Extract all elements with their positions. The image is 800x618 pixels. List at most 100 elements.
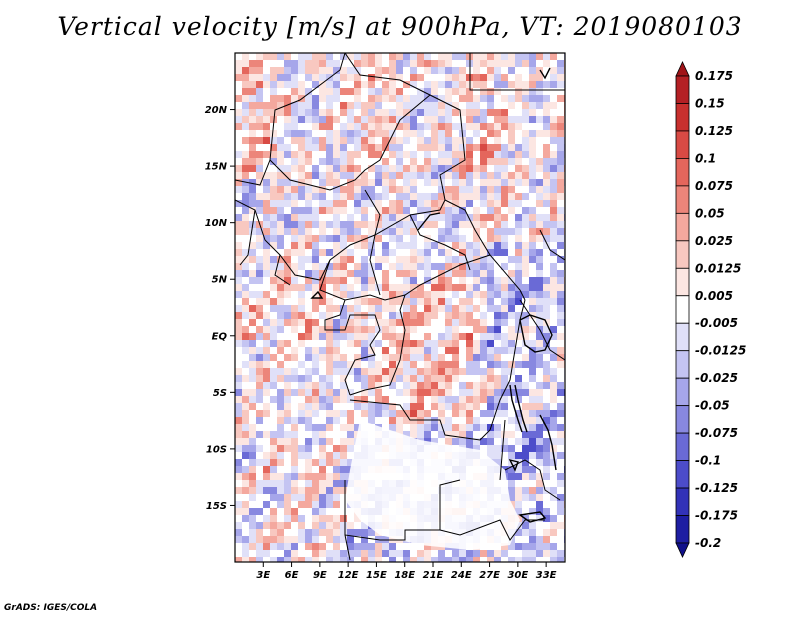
- field-cell: [291, 431, 298, 438]
- field-cell: [480, 368, 487, 375]
- field-cell: [487, 557, 494, 562]
- border-line: [374, 199, 446, 236]
- field-cell: [417, 74, 424, 81]
- field-cell: [557, 116, 564, 123]
- field-cell: [473, 165, 480, 172]
- field-cell: [256, 277, 263, 284]
- field-cell: [459, 179, 466, 186]
- field-cell: [249, 74, 256, 81]
- field-cell: [536, 536, 543, 543]
- field-cell: [529, 67, 536, 74]
- field-cell: [305, 186, 312, 193]
- field-cell: [347, 256, 354, 263]
- field-cell: [403, 319, 410, 326]
- field-cell: [256, 431, 263, 438]
- field-cell: [410, 326, 417, 333]
- field-cell: [438, 130, 445, 137]
- field-cell: [312, 480, 319, 487]
- field-cell: [340, 473, 347, 480]
- field-cell: [473, 102, 480, 109]
- field-cell: [473, 81, 480, 88]
- field-cell: [466, 270, 473, 277]
- field-cell: [333, 333, 340, 340]
- field-cell: [263, 536, 270, 543]
- field-cell: [445, 389, 452, 396]
- field-cell: [298, 333, 305, 340]
- field-cell: [487, 158, 494, 165]
- field-cell: [354, 340, 361, 347]
- field-cell: [249, 459, 256, 466]
- colorbar-label: -0.05: [695, 399, 730, 413]
- field-cell: [508, 333, 515, 340]
- field-cell: [459, 403, 466, 410]
- field-cell: [494, 53, 501, 60]
- field-cell: [347, 389, 354, 396]
- field-cell: [445, 235, 452, 242]
- field-cell: [319, 487, 326, 494]
- field-cell: [403, 193, 410, 200]
- field-cell: [557, 480, 564, 487]
- field-cell: [452, 263, 459, 270]
- colorbar-swatch: [675, 487, 690, 516]
- field-cell: [368, 186, 375, 193]
- field-cell: [284, 354, 291, 361]
- field-cell: [410, 389, 417, 396]
- field-cell: [557, 193, 564, 200]
- field-cell: [291, 95, 298, 102]
- field-cell: [263, 172, 270, 179]
- field-cell: [340, 228, 347, 235]
- field-cell: [291, 116, 298, 123]
- lon-tick-label: 3E: [256, 570, 270, 581]
- field-cell: [298, 144, 305, 151]
- field-cell: [480, 263, 487, 270]
- colorbar-swatch: [675, 240, 690, 269]
- field-cell: [249, 228, 256, 235]
- field-cell: [473, 263, 480, 270]
- field-cell: [466, 263, 473, 270]
- field-cell: [319, 270, 326, 277]
- field-cell: [312, 487, 319, 494]
- field-cell: [249, 340, 256, 347]
- field-cell: [256, 382, 263, 389]
- field-cell: [368, 326, 375, 333]
- field-cell: [529, 81, 536, 88]
- field-cell: [529, 326, 536, 333]
- field-cell: [368, 417, 375, 424]
- field-cell: [284, 522, 291, 529]
- field-cell: [389, 60, 396, 67]
- field-cell: [284, 550, 291, 557]
- field-cell: [389, 200, 396, 207]
- field-cell: [263, 368, 270, 375]
- field-cell: [347, 284, 354, 291]
- field-cell: [347, 74, 354, 81]
- field-cell: [480, 109, 487, 116]
- field-cell: [417, 389, 424, 396]
- field-cell: [431, 354, 438, 361]
- field-cell: [459, 256, 466, 263]
- field-cell: [536, 284, 543, 291]
- field-cell: [543, 179, 550, 186]
- field-cell: [249, 452, 256, 459]
- field-cell: [508, 186, 515, 193]
- field-cell: [501, 284, 508, 291]
- field-cell: [256, 389, 263, 396]
- field-cell: [333, 368, 340, 375]
- field-cell: [473, 284, 480, 291]
- field-cell: [340, 382, 347, 389]
- field-cell: [305, 158, 312, 165]
- field-cell: [270, 354, 277, 361]
- field-cell: [543, 529, 550, 536]
- field-cell: [403, 368, 410, 375]
- field-cell: [403, 431, 410, 438]
- field-cell: [347, 109, 354, 116]
- field-cell: [277, 480, 284, 487]
- field-cell: [487, 207, 494, 214]
- field-cell: [522, 270, 529, 277]
- field-cell: [326, 130, 333, 137]
- field-cell: [494, 123, 501, 130]
- field-cell: [522, 256, 529, 263]
- field-cell: [340, 424, 347, 431]
- field-cell: [494, 396, 501, 403]
- field-cell: [396, 158, 403, 165]
- field-cell: [361, 214, 368, 221]
